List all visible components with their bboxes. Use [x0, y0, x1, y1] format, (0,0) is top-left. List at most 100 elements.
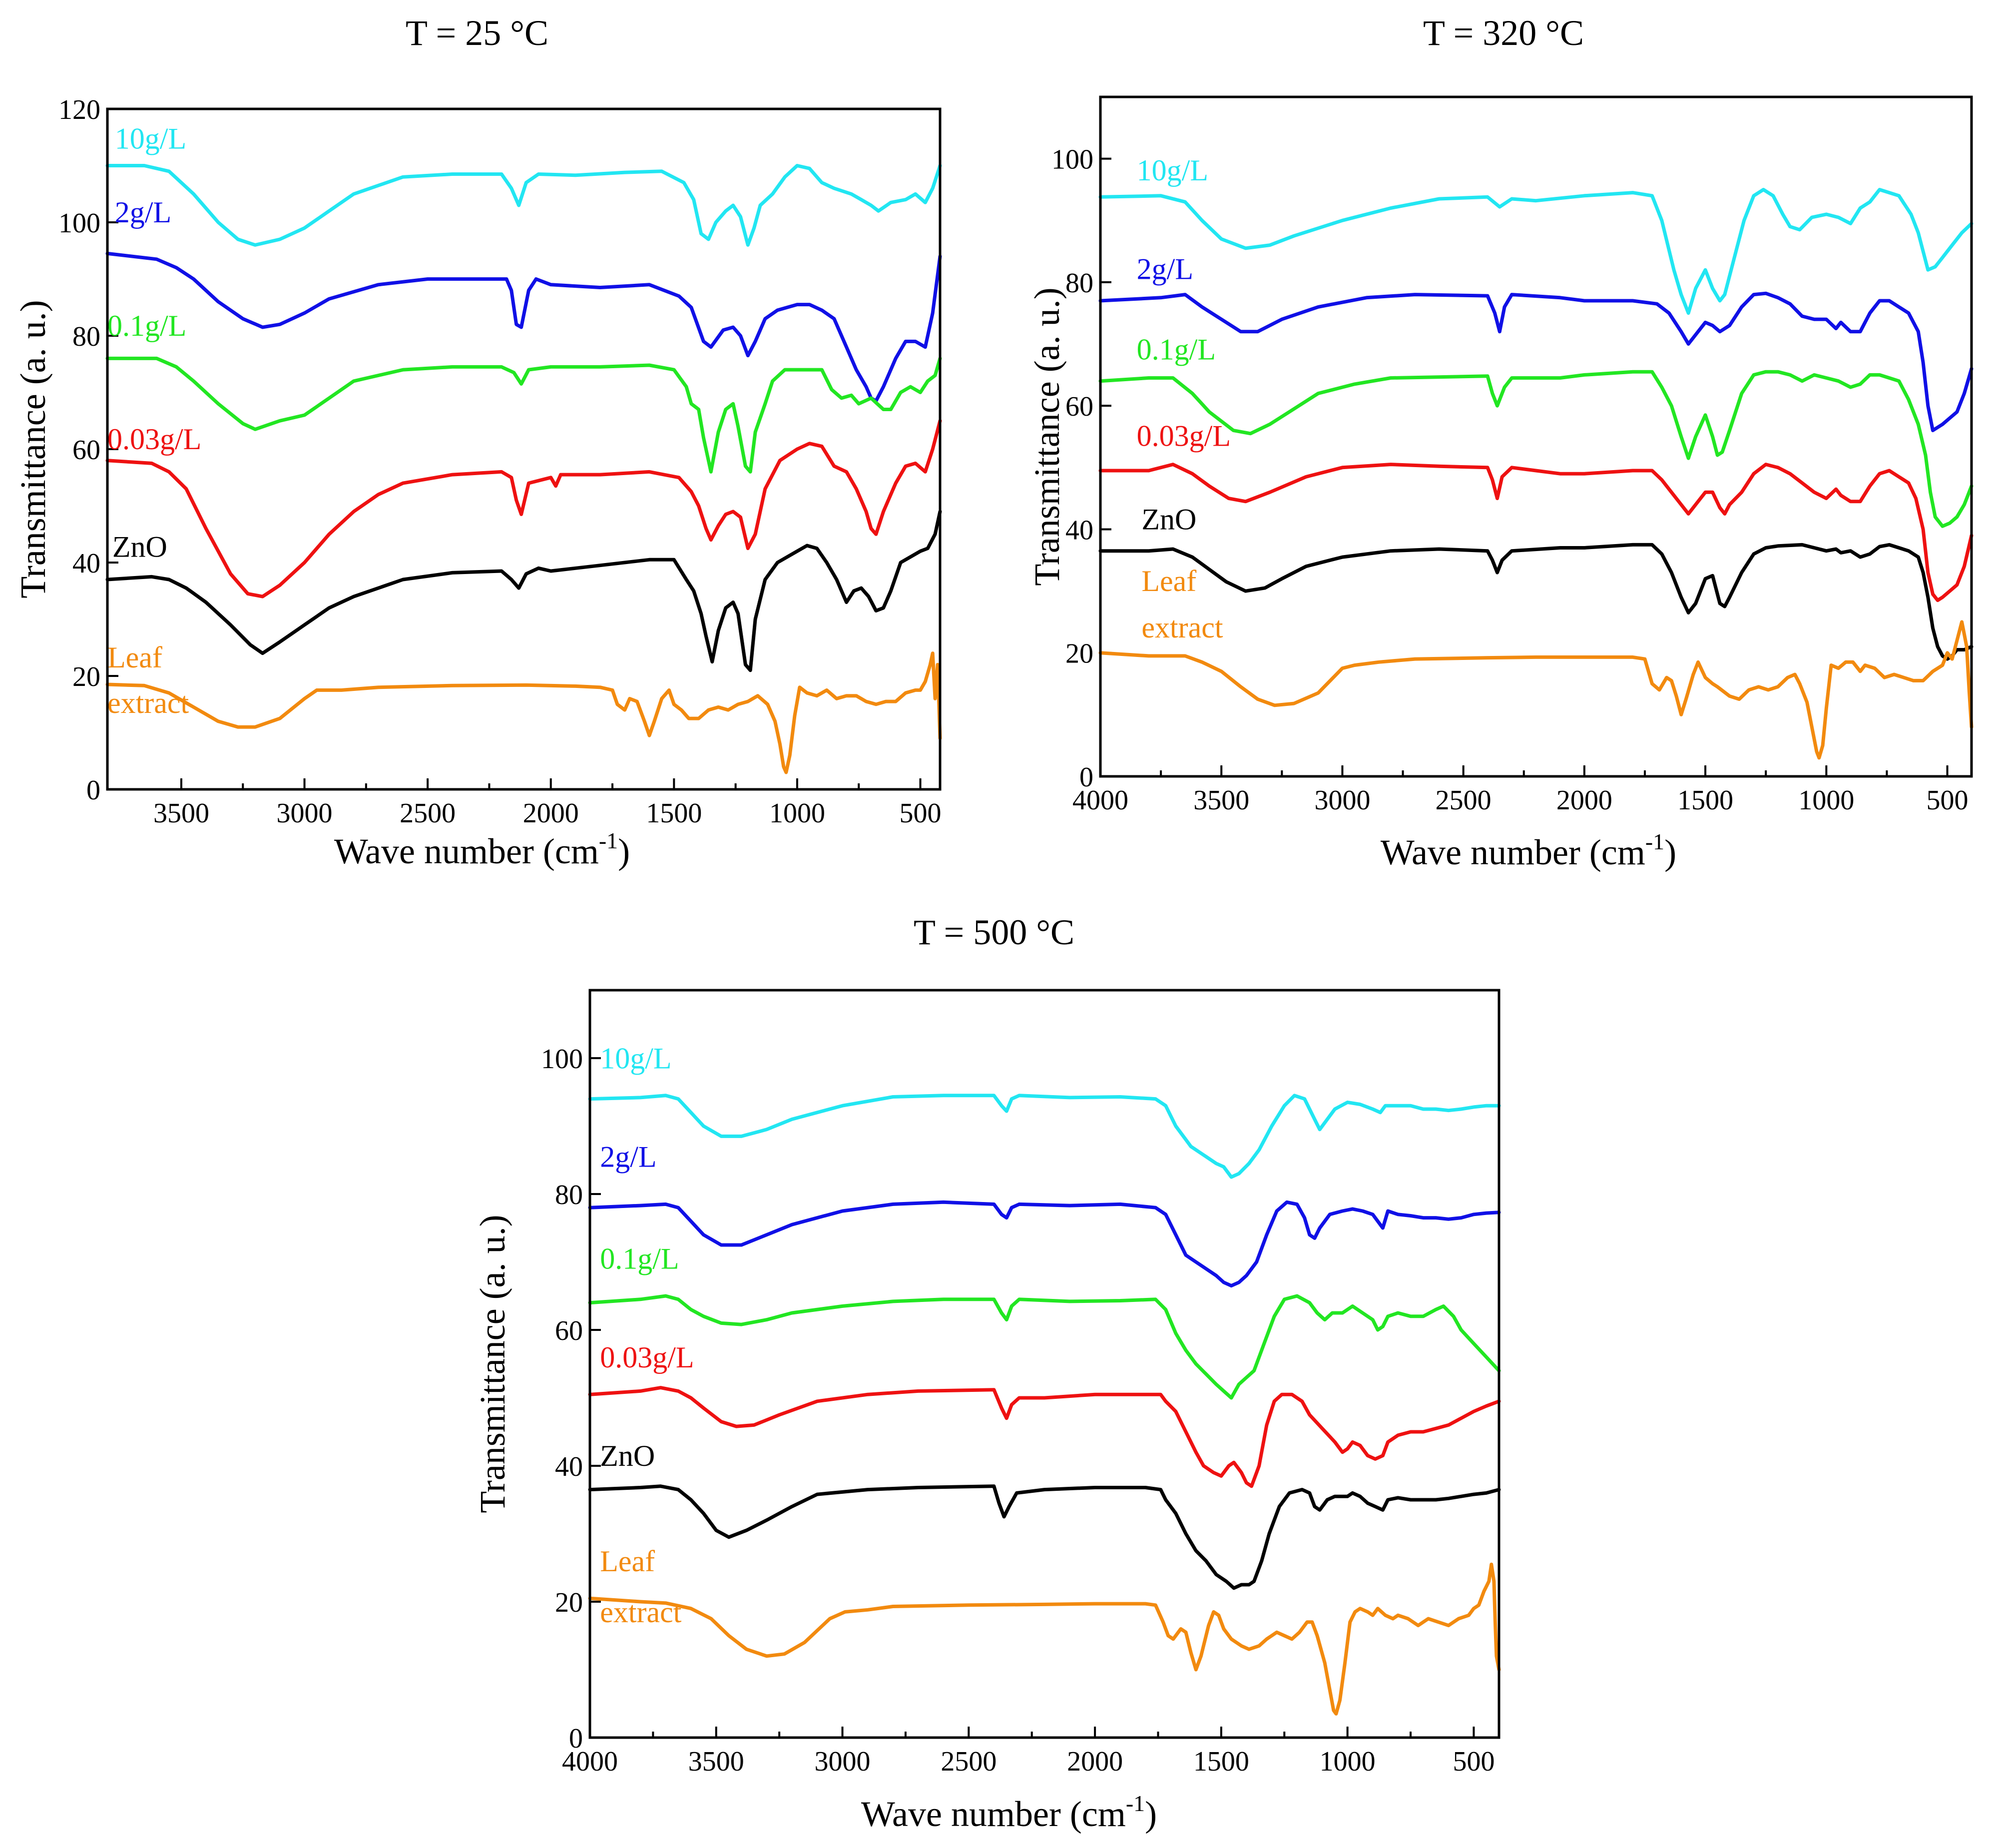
chart-panel-320c: T = 320 °C 0 20 40 60 80 100 4000 3500 3000 2500 2… — [1027, 13, 1974, 872]
y-tick-label: 20 — [555, 1587, 583, 1618]
plot-frame — [1099, 95, 1973, 778]
series-line — [105, 164, 942, 247]
x-axis-label-close: ) — [1664, 832, 1676, 872]
series-label: 0.1g/L — [600, 1242, 679, 1275]
series-line — [1098, 543, 1974, 661]
series-label: 10g/L — [1137, 154, 1208, 187]
x-axis-label-close: ) — [1145, 1794, 1157, 1834]
series-label-line2: extract — [107, 686, 189, 719]
series-label: ZnO — [112, 531, 167, 564]
x-tick-label: 3500 — [1193, 785, 1249, 816]
y-tick-label: 0 — [1079, 762, 1093, 793]
series-line — [105, 419, 942, 599]
plot-frame — [106, 107, 942, 791]
series-label: Leaf — [600, 1545, 655, 1578]
series-label-line2: extract — [600, 1596, 682, 1629]
series-line — [1098, 620, 1974, 760]
x-axis-label: Wave number (cm-1) — [1381, 829, 1676, 872]
series-label: Leaf — [107, 641, 162, 674]
series-line — [588, 1200, 1501, 1288]
plot-area: 0 20 40 60 80 100 4000 3500 3000 2500 2000 1500 1000… — [1051, 144, 1974, 816]
y-tick-label: 100 — [1051, 144, 1093, 175]
chart-panel-500c: T = 500 °C 0 20 40 60 80 100 4000 3500 3000 2500 2… — [473, 912, 1501, 1834]
y-tick-label: 60 — [72, 435, 100, 466]
series-label: 0.03g/L — [107, 423, 201, 456]
chart-panel-25c: T = 25 °C 0 20 40 60 80 100 120 3500 3000 2500 200… — [13, 13, 942, 871]
y-tick-label: 60 — [1065, 391, 1093, 422]
y-axis-label: Transmittance (a. u.) — [473, 1215, 512, 1513]
y-tick-label: 0 — [86, 775, 100, 806]
plot-area: 0 20 40 60 80 100 4000 3500 3000 2500 2000 1500 1000… — [541, 1042, 1501, 1777]
x-tick-label: 2500 — [1436, 785, 1492, 816]
series-label: 2g/L — [115, 196, 171, 229]
series-label: 10g/L — [115, 122, 186, 155]
y-tick-label: 80 — [555, 1180, 583, 1211]
series-line — [1098, 463, 1974, 603]
x-axis-label: Wave number (cm-1) — [861, 1791, 1157, 1834]
x-axis-label-superscript: -1 — [599, 828, 618, 853]
x-tick-label: 4000 — [1072, 785, 1128, 816]
series-line — [1098, 188, 1974, 315]
y-tick-label: 40 — [1065, 515, 1093, 546]
series-label: 2g/L — [600, 1141, 656, 1174]
series-line — [588, 1386, 1501, 1488]
series-label: ZnO — [1141, 503, 1196, 536]
series-label: ZnO — [600, 1439, 655, 1472]
x-tick-label: 3500 — [153, 798, 209, 829]
x-tick-label: 3000 — [1314, 785, 1370, 816]
x-tick-label: 1500 — [646, 798, 702, 829]
x-tick-label: 2500 — [400, 798, 456, 829]
y-tick-label: 100 — [541, 1044, 583, 1075]
series-label: 0.1g/L — [107, 309, 186, 342]
series-label: 0.1g/L — [1137, 333, 1216, 366]
series-line — [1098, 370, 1974, 528]
plot-frame — [588, 989, 1500, 1739]
x-tick-label: 1000 — [769, 798, 825, 829]
series-label: 10g/L — [600, 1042, 671, 1075]
y-tick-label: 100 — [58, 208, 100, 239]
series-label: Leaf — [1141, 565, 1196, 598]
y-tick-label: 40 — [555, 1451, 583, 1482]
x-axis-label: Wave number (cm-1) — [334, 828, 630, 871]
x-tick-label: 4000 — [562, 1746, 618, 1777]
x-tick-label: 500 — [900, 798, 942, 829]
chart-title: T = 25 °C — [406, 13, 548, 53]
x-axis-label-main: Wave number (cm — [861, 1794, 1126, 1834]
series-line — [588, 1484, 1501, 1590]
series-line — [588, 1294, 1501, 1400]
y-tick-label: 80 — [1065, 268, 1093, 299]
y-tick-label: 80 — [72, 321, 100, 352]
series-line — [105, 510, 942, 672]
series-line — [105, 651, 942, 774]
x-tick-label: 3000 — [277, 798, 333, 829]
x-axis-label-main: Wave number (cm — [1381, 832, 1645, 872]
y-axis-label: Transmittance (a. u.) — [13, 300, 53, 598]
x-tick-label: 1000 — [1320, 1746, 1376, 1777]
series-line — [105, 356, 942, 474]
series-label: 2g/L — [1137, 253, 1193, 286]
series-label: 0.03g/L — [1137, 420, 1231, 453]
y-tick-label: 20 — [72, 661, 100, 692]
y-tick-label: 0 — [569, 1723, 583, 1754]
x-tick-label: 1000 — [1798, 785, 1854, 816]
y-axis-label: Transmittance (a. u.) — [1027, 287, 1067, 586]
chart-title: T = 500 °C — [914, 912, 1074, 952]
series-line — [1098, 291, 1974, 433]
x-axis-label-superscript: -1 — [1645, 829, 1664, 854]
x-tick-label: 3000 — [815, 1746, 871, 1777]
y-tick-label: 20 — [1065, 638, 1093, 669]
x-tick-label: 500 — [1927, 785, 1969, 816]
y-tick-label: 120 — [58, 94, 100, 125]
y-tick-label: 60 — [555, 1315, 583, 1346]
series-label-line2: extract — [1141, 611, 1223, 644]
x-tick-label: 2000 — [523, 798, 579, 829]
x-tick-label: 3500 — [688, 1746, 744, 1777]
series-label: 0.03g/L — [600, 1341, 694, 1374]
x-axis-label-close: ) — [618, 831, 630, 871]
x-tick-label: 2500 — [941, 1746, 996, 1777]
x-tick-label: 500 — [1453, 1746, 1494, 1777]
x-tick-label: 2000 — [1556, 785, 1612, 816]
x-axis-label-main: Wave number (cm — [334, 831, 599, 871]
plot-area: 0 20 40 60 80 100 120 3500 3000 2500 2000 1500 1000 5… — [58, 94, 942, 829]
